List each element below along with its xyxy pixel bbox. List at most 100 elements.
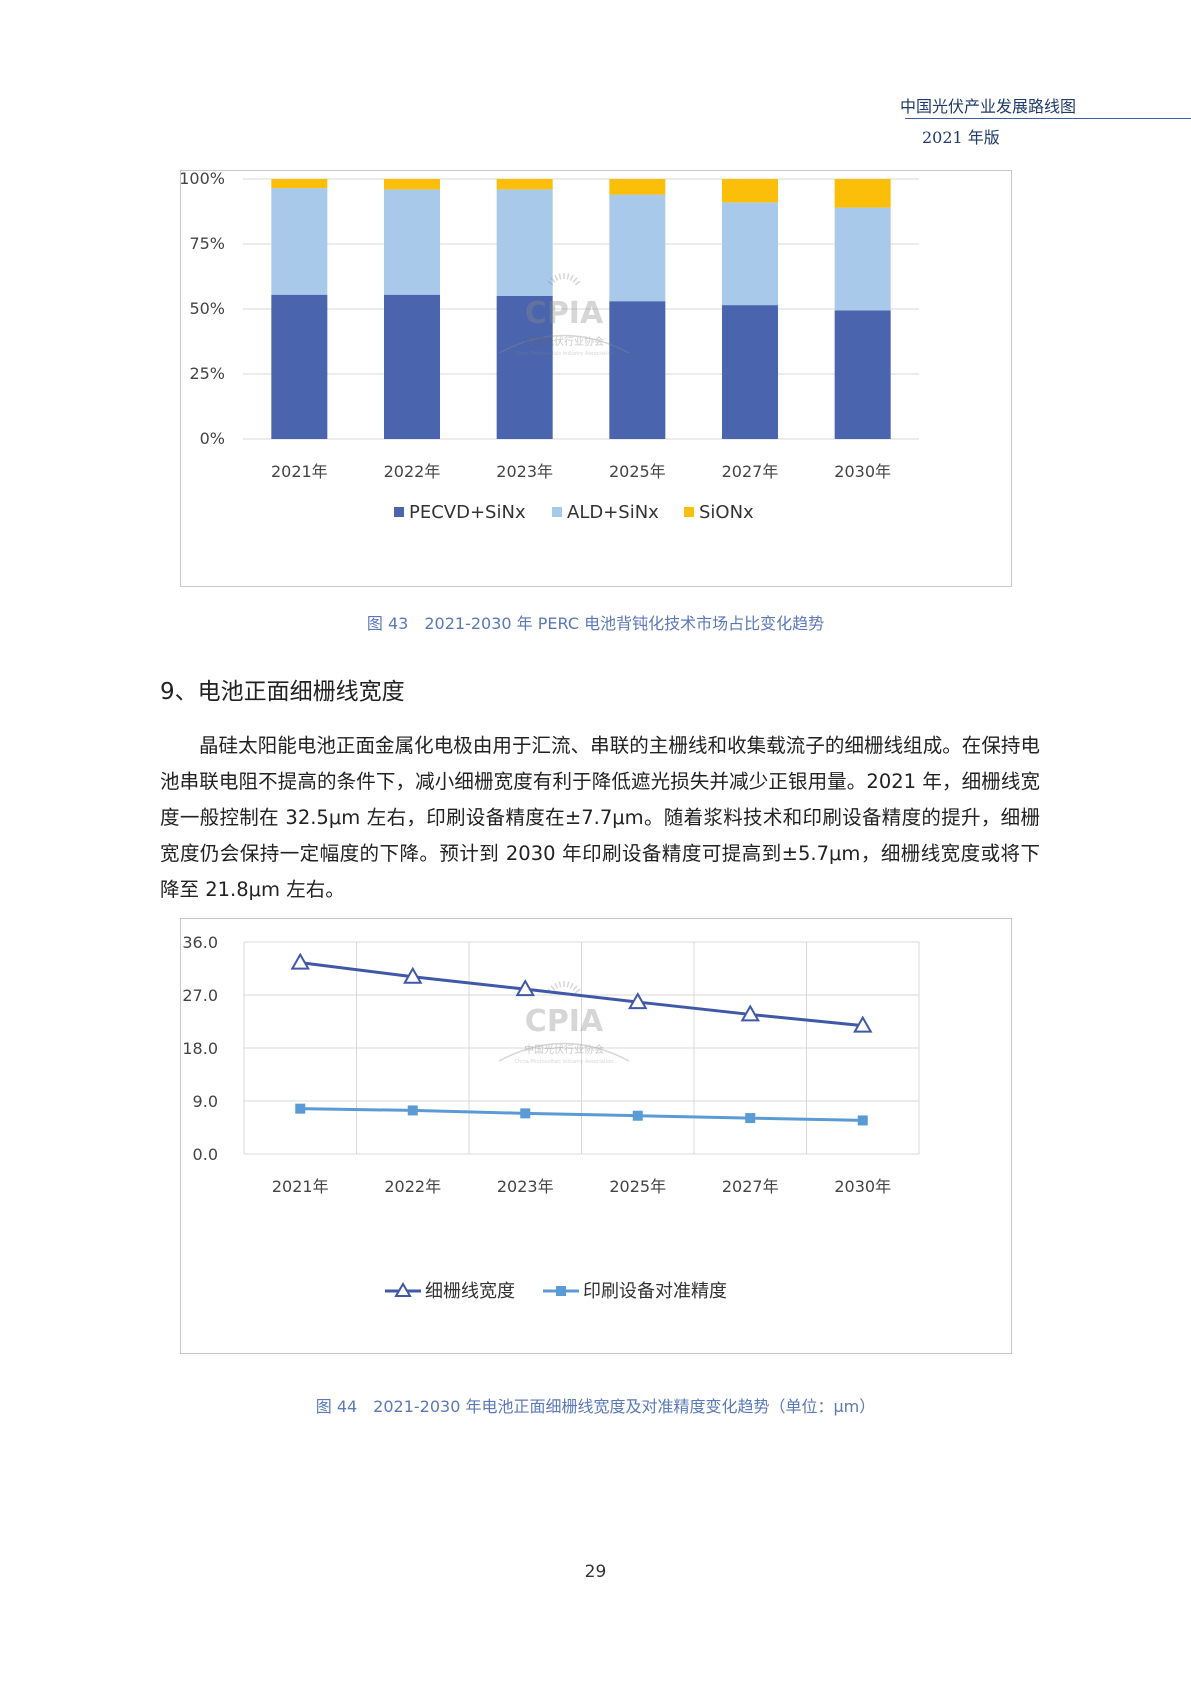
- figure-43-chart: 0% 25% 50% 75% 100% 2021年 2022年 2023年 2025年 2027年…: [180, 170, 1012, 587]
- watermark-sun-ray: [550, 985, 556, 991]
- y-tick-label: 36.0: [182, 933, 218, 952]
- bar-segment-pecvd-sinx: [609, 301, 666, 439]
- bar-segment-sionx: [384, 179, 440, 190]
- x-tick-label: 2030年: [834, 462, 891, 481]
- x-tick-label: 2023年: [496, 462, 553, 481]
- x-tick-label: 2022年: [384, 1177, 441, 1196]
- legend-swatch: [684, 507, 694, 517]
- watermark-org-name: 中国光伏行业协会: [524, 1043, 604, 1056]
- legend-label: ALD+SiNx: [567, 502, 659, 523]
- series-line-gridline-width: [300, 961, 863, 1028]
- data-point-printing-accuracy: [295, 1103, 306, 1114]
- page-number: 29: [584, 1562, 607, 1582]
- legend-swatch: [394, 507, 404, 517]
- x-tick-label: 2023年: [497, 1177, 554, 1196]
- watermark-sun-ray: [566, 273, 570, 280]
- line-chart: 0.0 9.0 18.0 27.0 36.0 CPIA 中国光伏行业协会 China Phot…: [182, 933, 920, 1302]
- document-title: 中国光伏产业发展路线图: [899, 97, 1076, 116]
- bar-segment-sionx: [609, 179, 666, 195]
- data-point-printing-accuracy: [407, 1105, 418, 1116]
- bar-segment-sionx: [271, 179, 328, 189]
- y-tick-label: 100%: [181, 171, 225, 188]
- data-point-gridline-width: [853, 1015, 873, 1033]
- header-divider: [905, 118, 1191, 119]
- figure-44-chart: 0.0 9.0 18.0 27.0 36.0 CPIA 中国光伏行业协会 China Phot…: [180, 918, 1012, 1354]
- watermark-sun-ray: [558, 981, 562, 988]
- bar-segment-ald-sinx: [834, 207, 891, 311]
- watermark-sun-ray: [574, 988, 581, 994]
- y-tick-label: 18.0: [182, 1039, 218, 1058]
- y-tick-label: 9.0: [193, 1092, 218, 1111]
- cpia-watermark-logo: CPIA 中国光伏行业协会 China Photovoltaic Industry …: [498, 273, 630, 357]
- watermark-logo-text: CPIA: [525, 1004, 604, 1039]
- y-tick-label: 27.0: [182, 986, 218, 1005]
- bar-segment-ald-sinx: [384, 189, 440, 295]
- watermark-org-name-en: China Photovoltaic Industry Association: [515, 1059, 614, 1065]
- bar-segment-ald-sinx: [496, 189, 553, 296]
- watermark-sun-ray: [550, 277, 556, 283]
- document-edition: 2021 年版: [922, 128, 1000, 147]
- bar-segment-sionx: [722, 179, 778, 203]
- watermark-sun-ray: [572, 277, 578, 283]
- legend-marker-square: [556, 1286, 566, 1296]
- watermark-sun-ray: [569, 274, 574, 281]
- watermark-sun-ray: [558, 273, 562, 280]
- watermark-sun-ray: [572, 985, 578, 991]
- section-heading: 9、电池正面细栅线宽度: [160, 679, 405, 705]
- x-tick-label: 2030年: [834, 1177, 891, 1196]
- bar-segment-ald-sinx: [271, 188, 328, 295]
- data-point-printing-accuracy: [745, 1113, 756, 1124]
- watermark-org-name-en: China Photovoltaic Industry Association: [515, 351, 614, 357]
- y-tick-label: 0.0: [193, 1145, 218, 1164]
- legend-label: 印刷设备对准精度: [583, 1281, 727, 1302]
- data-point-gridline-width: [515, 979, 535, 997]
- bar-segment-pecvd-sinx: [834, 310, 891, 439]
- bar-segment-sionx: [496, 179, 553, 190]
- bar-segment-pecvd-sinx: [384, 294, 440, 439]
- data-point-gridline-width: [628, 992, 648, 1010]
- y-tick-label: 0%: [200, 429, 225, 448]
- x-tick-label: 2021年: [271, 462, 328, 481]
- legend-label: 细栅线宽度: [425, 1281, 515, 1302]
- data-point-gridline-width: [740, 1004, 760, 1022]
- bar-segment-pecvd-sinx: [496, 296, 553, 439]
- figure-43-caption: 图 43 2021-2030 年 PERC 电池背钝化技术市场占比变化趋势: [366, 614, 825, 633]
- bar-segment-sionx: [834, 179, 891, 208]
- watermark-org-name: 中国光伏行业协会: [524, 335, 604, 348]
- watermark-logo-text: CPIA: [525, 296, 604, 331]
- data-point-printing-accuracy: [632, 1110, 643, 1121]
- stacked-bar-chart: 0% 25% 50% 75% 100% 2021年 2022年 2023年 2025年 2027年…: [181, 171, 919, 523]
- watermark-sun-ray: [566, 981, 570, 988]
- x-tick-label: 2021年: [272, 1177, 329, 1196]
- x-tick-label: 2027年: [722, 462, 779, 481]
- legend-label: PECVD+SiNx: [409, 502, 526, 523]
- legend-label: SiONx: [699, 502, 754, 523]
- bar-segment-pecvd-sinx: [722, 305, 778, 439]
- bar-segment-ald-sinx: [609, 194, 666, 302]
- x-tick-label: 2025年: [609, 462, 666, 481]
- watermark-sun-ray: [554, 274, 559, 281]
- x-tick-label: 2025年: [609, 1177, 666, 1196]
- watermark-swoosh: [498, 1042, 630, 1062]
- figure-44-caption: 图 44 2021-2030 年电池正面细栅线宽度及对准精度变化趋势（单位：μm…: [315, 1397, 876, 1416]
- body-paragraph: 晶硅太阳能电池正面金属化电极由用于汇流、串联的主栅线和收集载流子的细栅线组成。在…: [160, 734, 1040, 901]
- data-point-gridline-width: [290, 952, 310, 970]
- cpia-watermark-logo: CPIA 中国光伏行业协会 China Photovoltaic Industry …: [498, 981, 630, 1065]
- x-tick-label: 2022年: [384, 462, 441, 481]
- watermark-sun-ray: [574, 280, 581, 286]
- data-point-printing-accuracy: [857, 1115, 868, 1126]
- y-tick-label: 75%: [189, 234, 225, 253]
- series-line-printing-accuracy: [300, 1107, 863, 1122]
- bar-segment-pecvd-sinx: [271, 294, 328, 439]
- watermark-swoosh: [498, 334, 630, 354]
- x-tick-label: 2027年: [722, 1177, 779, 1196]
- watermark-sun-ray: [569, 982, 574, 989]
- y-tick-label: 25%: [189, 364, 225, 383]
- bar-segment-ald-sinx: [722, 202, 778, 306]
- legend-marker-triangle: [394, 1282, 412, 1297]
- watermark-sun-ray: [547, 280, 554, 286]
- data-point-printing-accuracy: [520, 1108, 531, 1119]
- y-tick-label: 50%: [189, 299, 225, 318]
- data-point-gridline-width: [403, 966, 423, 984]
- legend-swatch: [552, 507, 562, 517]
